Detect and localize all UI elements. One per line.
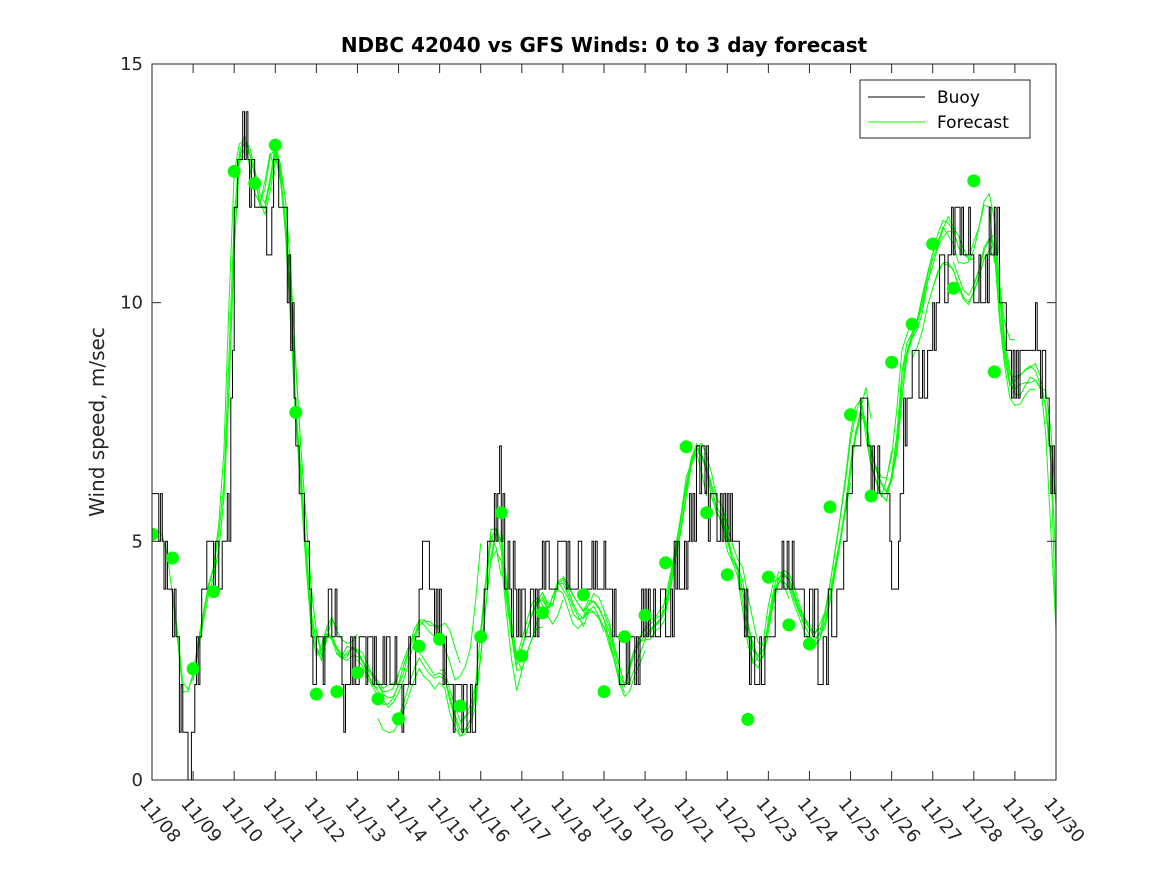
y-tick-label: 0 — [132, 770, 143, 791]
forecast-point — [392, 712, 405, 726]
forecast-point — [844, 408, 857, 422]
forecast-point — [289, 406, 303, 419]
forecast-point — [535, 606, 549, 620]
buoy-line-group — [152, 111, 1056, 780]
forecast-run-line — [993, 232, 1056, 626]
legend-buoy-label: Buoy — [937, 88, 980, 108]
forecast-point — [638, 608, 652, 622]
legend-box — [859, 79, 1031, 139]
forecast-point — [227, 164, 241, 178]
forecast-point — [474, 630, 488, 644]
forecast-point — [268, 138, 282, 152]
forecast-point — [720, 568, 734, 582]
y-tick-label: 10 — [120, 293, 143, 314]
forecast-point — [679, 440, 693, 454]
forecast-point — [700, 506, 714, 520]
plot-area — [152, 64, 1056, 780]
forecast-point — [515, 649, 529, 663]
forecast-dots-group — [152, 138, 1001, 726]
forecast-point — [207, 585, 221, 598]
forecast-point — [166, 551, 179, 565]
y-tick-label: 5 — [132, 531, 143, 552]
forecast-run-line — [952, 233, 1056, 507]
forecast-point — [823, 500, 837, 514]
buoy-series-line — [152, 111, 1056, 780]
y-tick-label: 15 — [120, 54, 143, 75]
forecast-point — [967, 174, 981, 188]
forecast-point — [864, 489, 878, 503]
y-axis-label: Wind speed, m/sec — [85, 327, 109, 517]
chart-title: NDBC 42040 vs GFS Winds: 0 to 3 day fore… — [341, 33, 868, 57]
forecast-point — [885, 355, 899, 369]
forecast-point — [803, 637, 816, 651]
forecast-point — [309, 687, 323, 701]
forecast-point — [577, 588, 590, 602]
forecast-point — [659, 556, 673, 570]
forecast-point — [433, 632, 447, 646]
forecast-point — [741, 712, 755, 726]
forecast-run-line — [541, 577, 667, 686]
forecast-point — [782, 618, 796, 632]
forecast-point — [351, 666, 364, 680]
forecast-point — [453, 699, 467, 713]
y-axis: 0 5 10 15 — [120, 54, 1056, 791]
legend-forecast-label: Forecast — [937, 113, 1009, 133]
forecast-point — [905, 317, 919, 331]
forecast-point — [186, 662, 200, 676]
forecast-point — [926, 237, 940, 251]
forecast-point — [761, 570, 775, 584]
forecast-point — [987, 365, 1001, 379]
forecast-point — [371, 692, 385, 706]
forecast-point — [330, 685, 344, 699]
forecast-point — [248, 176, 262, 190]
forecast-point — [152, 527, 159, 541]
forecast-point — [618, 630, 631, 644]
forecast-run-line — [398, 549, 523, 737]
forecast-run-line — [665, 442, 790, 665]
forecast-point — [494, 506, 508, 520]
forecast-point — [946, 281, 960, 295]
forecast-point — [412, 639, 426, 653]
legend: Buoy Forecast — [859, 79, 1031, 139]
forecast-point — [597, 685, 611, 699]
